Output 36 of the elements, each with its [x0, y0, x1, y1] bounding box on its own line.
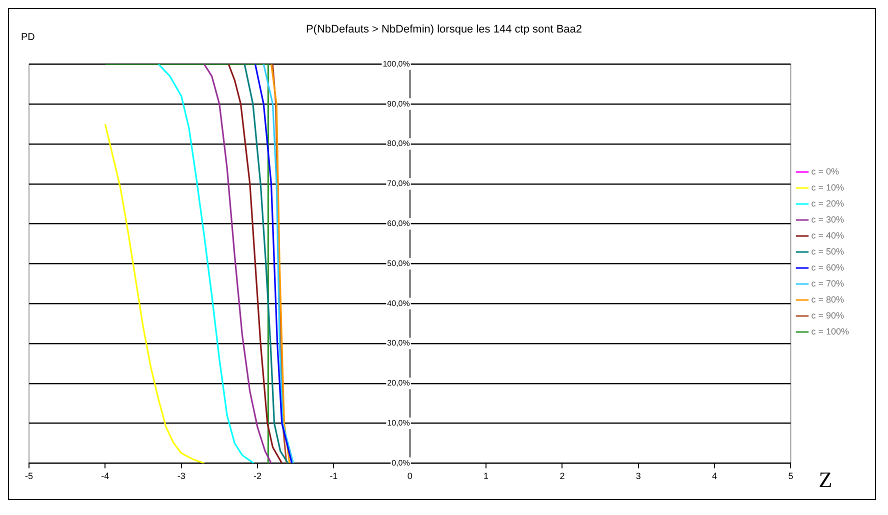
legend-label: c = 80%: [811, 294, 844, 304]
legend-label: c = 100%: [811, 326, 850, 336]
y-tick-label: 60,0%: [387, 219, 410, 228]
y-tick-label: 50,0%: [387, 258, 410, 268]
legend-label: c = 70%: [811, 278, 844, 288]
x-tick-label: 1: [484, 471, 489, 482]
x-tick-label: 0: [407, 471, 412, 482]
legend-label: c = 60%: [811, 262, 844, 272]
x-axis-title: Z: [818, 466, 832, 492]
y-tick-label: 30,0%: [387, 338, 410, 348]
x-tick-label: -5: [24, 471, 34, 482]
x-tick-label: 3: [636, 471, 641, 482]
legend-label: c = 20%: [811, 198, 844, 208]
legend-label: c = 30%: [811, 214, 844, 224]
y-tick-label: 40,0%: [387, 298, 410, 308]
chart-title: P(NbDefauts > NbDefmin) lorsque les 144 ctp sont Baa2: [306, 24, 582, 36]
y-tick-label: 90,0%: [387, 99, 410, 108]
y-tick-label: 100,0%: [382, 59, 410, 68]
y-tick-label: 10,0%: [387, 418, 410, 428]
x-tick-label: -1: [330, 471, 338, 482]
x-tick-label: 2: [560, 471, 565, 482]
legend-label: c = 40%: [811, 230, 844, 240]
y-tick-label: 0,0%: [392, 458, 410, 468]
y-axis-title: PD: [21, 32, 35, 43]
y-tick-label: 80,0%: [387, 139, 410, 148]
legend-label: c = 10%: [811, 182, 844, 192]
x-tick-label: 4: [712, 471, 718, 482]
x-tick-label: 5: [788, 471, 794, 482]
legend-label: c = 0%: [811, 166, 839, 176]
legend-label: c = 90%: [811, 310, 844, 320]
x-tick-label: -3: [177, 471, 186, 482]
y-tick-label: 20,0%: [387, 378, 410, 388]
legend-label: c = 50%: [811, 246, 844, 256]
x-tick-label: -4: [101, 471, 110, 482]
y-tick-label: 70,0%: [387, 179, 410, 188]
x-tick-label: -2: [254, 471, 262, 482]
